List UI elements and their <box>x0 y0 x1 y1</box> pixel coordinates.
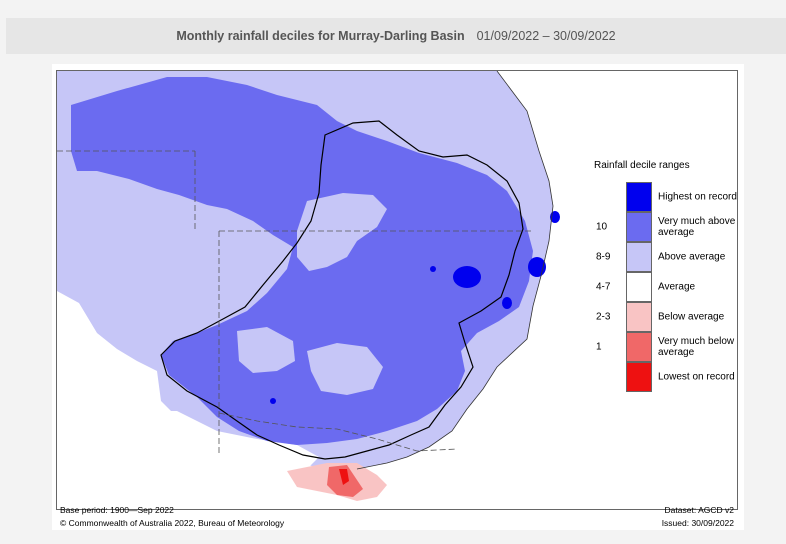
legend-label: Very much below average <box>658 336 735 358</box>
legend-swatch <box>626 332 652 362</box>
legend-label: Above average <box>658 251 726 263</box>
legend-label: Below average <box>658 311 725 323</box>
land-lowest-on-record <box>339 469 349 485</box>
rainfall-map <box>57 71 737 509</box>
legend-label: Highest on record <box>658 191 737 203</box>
legend-item-highest: Highest on record <box>596 182 737 212</box>
legend-label: Lowest on record <box>658 371 735 383</box>
legend-item-very-much-above: 10 Very much above average <box>596 212 736 242</box>
legend-title: Rainfall decile ranges <box>594 160 690 171</box>
legend-decile: 4-7 <box>596 281 611 293</box>
legend-decile: 2-3 <box>596 311 611 323</box>
state-border-nsw-vic <box>218 412 458 452</box>
legend-decile: 1 <box>596 341 602 353</box>
land-above-average-hole-3 <box>307 343 383 395</box>
land-above-average-hole-1 <box>297 193 387 271</box>
base-period: Base period: 1900—Sep 2022 <box>60 505 174 515</box>
legend-item-average: 4-7 Average <box>596 272 736 302</box>
legend-item-above: 8-9 Above average <box>596 242 736 272</box>
legend-item-very-much-below: 1 Very much below average <box>596 332 736 362</box>
highest-record-blob-5 <box>430 266 436 272</box>
legend-swatch <box>626 272 652 302</box>
dataset: Dataset: AGCD v2 <box>664 505 734 515</box>
legend-item-below: 2-3 Below average <box>596 302 736 332</box>
highest-record-blob-2 <box>528 257 546 277</box>
legend-swatch <box>626 302 652 332</box>
legend-swatch <box>626 362 652 392</box>
highest-record-blob-6 <box>270 398 276 404</box>
issued: Issued: 30/09/2022 <box>661 518 734 528</box>
copyright: © Commonwealth of Australia 2022, Bureau… <box>60 518 285 528</box>
highest-record-blob-4 <box>502 297 512 309</box>
date-range: 01/09/2022 – 30/09/2022 <box>476 29 616 43</box>
basin-boundary <box>160 120 524 460</box>
map-frame <box>56 70 738 510</box>
legend-swatch <box>626 212 652 242</box>
title-bar: Monthly rainfall deciles for Murray-Darl… <box>6 18 786 54</box>
legend-label: Average <box>658 281 696 293</box>
land-average-se <box>153 411 319 491</box>
legend-item-lowest: Lowest on record <box>596 362 736 392</box>
legend-label: Very much above average <box>658 216 736 238</box>
legend-decile: 8-9 <box>596 251 611 263</box>
legend-swatch <box>626 182 652 212</box>
highest-record-blob-1 <box>453 266 481 288</box>
coastline <box>356 71 554 470</box>
highest-record-blob-3 <box>550 211 560 223</box>
land-above-average-hole-2 <box>237 327 295 373</box>
legend-decile: 10 <box>596 221 608 233</box>
legend-swatch <box>626 242 652 272</box>
map-title: Monthly rainfall deciles for Murray-Darl… <box>176 29 465 43</box>
